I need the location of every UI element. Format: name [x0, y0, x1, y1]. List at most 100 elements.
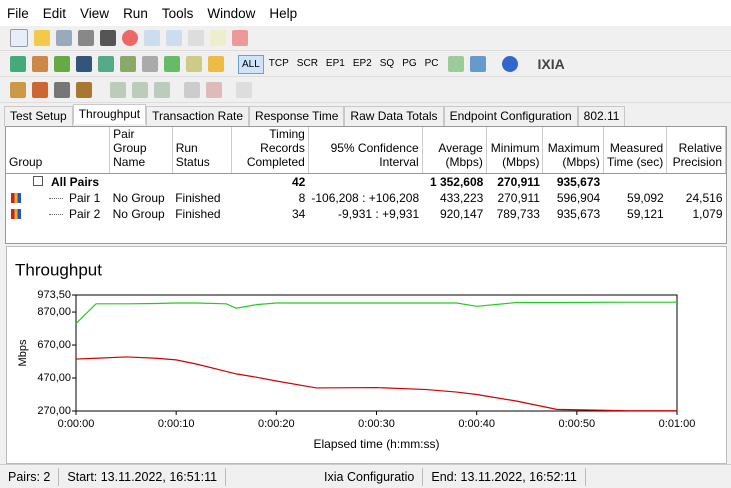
column-header[interactable]: Maximum (Mbps) [542, 127, 604, 174]
cell-text: No Group [112, 207, 165, 221]
status-field: Start: 13.11.2022, 16:51:11 [59, 468, 227, 486]
tab[interactable]: Transaction Rate [146, 106, 250, 126]
menu-item[interactable]: Run [123, 5, 148, 21]
menu-item[interactable]: Tools [161, 5, 194, 21]
toolbar: ALL TCP SCR EP1 EP2 SQ PG PC IXIA [0, 52, 731, 77]
y-tick-label: 470,00 [37, 372, 71, 384]
toolbar-text-buttons: ALL TCP SCR EP1 EP2 SQ PG PC [238, 54, 442, 74]
tab[interactable]: Throughput [72, 104, 147, 124]
toolbar-button[interactable]: PC [424, 57, 439, 69]
cell-text: -9,931 : +9,931 [338, 207, 420, 221]
menu-item[interactable]: Edit [42, 5, 67, 21]
toolbar-button[interactable]: EP1 [325, 57, 345, 69]
tab[interactable]: Test Setup [4, 106, 73, 126]
menu-item[interactable]: Help [269, 5, 298, 21]
column-header[interactable]: Average (Mbps) [422, 127, 487, 174]
cell-text: 42 [292, 175, 306, 189]
series-line [75, 301, 677, 325]
table-cell: 42 [231, 174, 308, 191]
cell-text: Finished [175, 207, 221, 221]
toolbar-button[interactable]: ALL [238, 54, 264, 74]
table-cell: Finished [172, 190, 231, 206]
status-field: Pairs: 2 [0, 468, 60, 486]
menu-item[interactable]: Window [207, 5, 256, 21]
logo: IXIA [537, 56, 565, 72]
column-header[interactable]: Pair Group Name [109, 127, 173, 174]
y-tick-label: 973,50 [37, 289, 71, 301]
column-header[interactable]: 95% Confidence Interval [308, 127, 423, 174]
table-cell: 59,121 [603, 206, 667, 222]
chart-title: Throughput [15, 260, 102, 279]
toolbar-button[interactable]: PG [402, 57, 417, 69]
cell-text: Finished [175, 191, 221, 205]
cell-text: 270,911 [497, 175, 540, 189]
status-bar: Pairs: 2 Start: 13.11.2022, 16:51:11 Ixia … [0, 464, 731, 488]
toolbar-button[interactable]: EP2 [352, 57, 372, 69]
y-tick-label: 670,00 [37, 339, 71, 351]
column-header[interactable]: Timing Records Completed [231, 127, 309, 174]
y-axis-label: Mbps [17, 339, 29, 366]
table-cell: 270,911 [486, 190, 543, 206]
tab[interactable]: Endpoint Configuration [443, 106, 578, 126]
table-cell: 24,516 [667, 190, 726, 206]
cell-text: 270,911 [497, 191, 540, 205]
table-cell: 596,904 [543, 190, 603, 206]
cell-text: 59,121 [627, 207, 664, 221]
table-cell [667, 174, 726, 191]
pair-icon [11, 209, 21, 219]
tab[interactable]: Response Time [249, 106, 345, 126]
table-cell [110, 174, 173, 191]
table-cell: Finished [172, 206, 231, 222]
table-cell: 1 352,608 [422, 174, 486, 191]
x-tick-label: 0:00:30 [358, 418, 395, 430]
table-cell: No Group [110, 190, 173, 206]
cell-text: No Group [112, 191, 165, 205]
cell-text: 1 352,608 [429, 175, 484, 189]
x-tick-label: 0:00:20 [258, 418, 295, 430]
table-cell: Pair 1 [6, 190, 110, 206]
cell-text: 935,673 [556, 175, 601, 189]
table-row[interactable]: All Pairs 42 1 352,608 270,911 935,673 [6, 174, 726, 191]
cell-text: 935,673 [556, 207, 601, 221]
x-tick-label: 0:00:40 [458, 418, 495, 430]
x-tick-label: 0:00:10 [158, 418, 195, 430]
x-tick-label: 0:00:00 [58, 418, 95, 430]
table-cell: 8 [231, 190, 308, 206]
table-cell [603, 174, 667, 191]
tree-line [49, 214, 63, 216]
cell-text: 596,904 [556, 191, 601, 205]
table-row[interactable]: Pair 2 No Group Finished 34 -9,931 : +9,931 9… [6, 206, 726, 222]
cell-text: 789,733 [496, 207, 540, 221]
table-cell: 34 [231, 206, 308, 222]
column-header[interactable]: Measured Time (sec) [603, 127, 668, 174]
column-header[interactable]: Run Status [172, 127, 232, 174]
expand-box [33, 176, 43, 186]
menu-item[interactable]: File [7, 5, 29, 21]
table-cell: 920,147 [422, 206, 486, 222]
cell-text: 433,223 [439, 191, 484, 205]
tab[interactable]: Raw Data Totals [344, 106, 444, 126]
y-tick-label: 870,00 [37, 306, 71, 318]
cell-text: 34 [292, 207, 306, 221]
toolbar-button[interactable]: SCR [296, 57, 318, 69]
status-field: Ixia Configuratio [316, 468, 424, 486]
tab[interactable]: 802.11 [577, 106, 626, 126]
menu-bar: File Edit View Run Tools Window Help [0, 0, 731, 26]
column-header[interactable]: Minimum (Mbps) [486, 127, 544, 174]
y-tick-label: 270,00 [37, 405, 71, 417]
column-header[interactable]: Relative Precision [666, 127, 726, 174]
menu-item[interactable]: View [80, 5, 110, 21]
table-cell: 59,092 [603, 190, 667, 206]
table-cell: 270,911 [486, 174, 543, 191]
toolbar [0, 26, 731, 51]
chart-panel: Throughput 270,00 470,00 670,00 870,00 973,50… [6, 246, 727, 464]
toolbar-button[interactable]: SQ [379, 57, 395, 69]
status-field: End: 13.11.2022, 16:52:11 [423, 468, 586, 486]
table-row[interactable]: Pair 1 No Group Finished 8 -106,208 : +106,2… [6, 190, 726, 206]
cell-text: -106,208 : +106,208 [311, 191, 420, 205]
table-cell: Pair 2 [6, 206, 110, 222]
toolbar-button[interactable]: TCP [268, 57, 289, 69]
chart: Throughput 270,00 470,00 670,00 870,00 973,50… [15, 260, 695, 451]
column-header[interactable]: Group [6, 127, 111, 174]
cell-text: 24,516 [685, 191, 723, 205]
